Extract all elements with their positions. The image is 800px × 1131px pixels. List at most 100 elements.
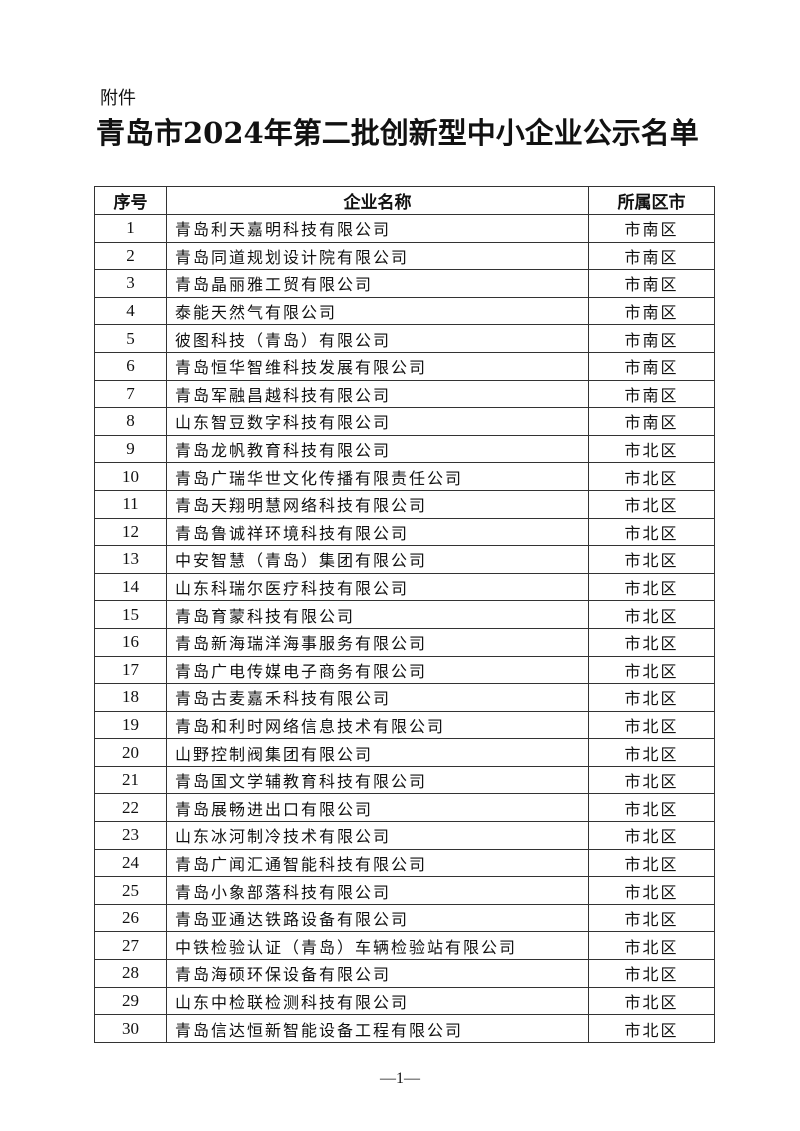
row-index: 8 — [94, 407, 167, 436]
company-name: 青岛和利时网络信息技术有限公司 — [166, 710, 589, 740]
company-name: 青岛晶丽雅工贸有限公司 — [166, 269, 589, 298]
district: 市北区 — [588, 903, 715, 933]
company-name: 青岛育蒙科技有限公司 — [166, 600, 589, 629]
district: 市南区 — [588, 379, 715, 409]
district: 市南区 — [588, 324, 715, 353]
district: 市北区 — [588, 517, 715, 547]
row-index: 22 — [94, 793, 167, 823]
district: 市北区 — [588, 600, 715, 629]
table-row: 11 青岛天翔明慧网络科技有限公司 市北区 — [94, 489, 715, 519]
district: 市北区 — [588, 738, 715, 767]
table-row: 3 青岛晶丽雅工贸有限公司 市南区 — [94, 269, 715, 298]
table-header-row: 序号 企业名称 所属区市 — [94, 186, 715, 215]
company-name: 青岛古麦嘉禾科技有限公司 — [166, 683, 589, 712]
district: 市北区 — [588, 572, 715, 602]
table-row: 20 山野控制阀集团有限公司 市北区 — [94, 738, 715, 767]
table-row: 18 青岛古麦嘉禾科技有限公司 市北区 — [94, 683, 715, 712]
table-row: 9 青岛龙帆教育科技有限公司 市北区 — [94, 434, 715, 464]
row-index: 14 — [94, 572, 167, 602]
table-row: 28 青岛海硕环保设备有限公司 市北区 — [94, 959, 715, 988]
district: 市北区 — [588, 462, 715, 491]
district: 市北区 — [588, 1014, 715, 1043]
row-index: 1 — [94, 214, 167, 243]
company-name: 山东冰河制冷技术有限公司 — [166, 821, 589, 850]
company-name: 青岛展畅进出口有限公司 — [166, 793, 589, 823]
attachment-label: 附件 — [100, 88, 136, 109]
company-name: 青岛同道规划设计院有限公司 — [166, 241, 589, 271]
company-name: 青岛海硕环保设备有限公司 — [166, 959, 589, 988]
header-company-name: 企业名称 — [166, 186, 589, 215]
table-row: 19 青岛和利时网络信息技术有限公司 市北区 — [94, 710, 715, 740]
company-name: 山东智豆数字科技有限公司 — [166, 407, 589, 436]
district: 市北区 — [588, 986, 715, 1016]
company-name: 青岛广瑞华世文化传播有限责任公司 — [166, 462, 589, 491]
company-name: 中安智慧（青岛）集团有限公司 — [166, 545, 589, 574]
district: 市南区 — [588, 269, 715, 298]
district: 市南区 — [588, 214, 715, 243]
district: 市北区 — [588, 627, 715, 657]
row-index: 29 — [94, 986, 167, 1016]
row-index: 9 — [94, 434, 167, 464]
district: 市南区 — [588, 241, 715, 271]
company-name: 中铁检验认证（青岛）车辆检验站有限公司 — [166, 931, 589, 961]
district: 市北区 — [588, 848, 715, 878]
row-index: 17 — [94, 655, 167, 685]
row-index: 27 — [94, 931, 167, 961]
table-row: 21 青岛国文学辅教育科技有限公司 市北区 — [94, 765, 715, 795]
district: 市北区 — [588, 683, 715, 712]
row-index: 25 — [94, 876, 167, 905]
district: 市北区 — [588, 765, 715, 795]
company-name: 青岛广电传媒电子商务有限公司 — [166, 655, 589, 685]
table-row: 24 青岛广闻汇通智能科技有限公司 市北区 — [94, 848, 715, 878]
table-row: 29 山东中检联检测科技有限公司 市北区 — [94, 986, 715, 1016]
header-index: 序号 — [94, 186, 167, 215]
company-name: 山东科瑞尔医疗科技有限公司 — [166, 572, 589, 602]
company-name: 青岛利天嘉明科技有限公司 — [166, 214, 589, 243]
company-list-table: 序号 企业名称 所属区市 1 青岛利天嘉明科技有限公司 市南区 2 青岛同道规划设计院有… — [94, 186, 715, 1043]
row-index: 18 — [94, 683, 167, 712]
table-row: 23 山东冰河制冷技术有限公司 市北区 — [94, 821, 715, 850]
table-row: 5 彼图科技（青岛）有限公司 市南区 — [94, 324, 715, 353]
table-row: 13 中安智慧（青岛）集团有限公司 市北区 — [94, 545, 715, 574]
company-name: 青岛亚通达铁路设备有限公司 — [166, 903, 589, 933]
table-row: 14 山东科瑞尔医疗科技有限公司 市北区 — [94, 572, 715, 602]
row-index: 3 — [94, 269, 167, 298]
header-district: 所属区市 — [588, 186, 715, 215]
row-index: 15 — [94, 600, 167, 629]
row-index: 12 — [94, 517, 167, 547]
company-name: 青岛信达恒新智能设备工程有限公司 — [166, 1014, 589, 1043]
table-row: 1 青岛利天嘉明科技有限公司 市南区 — [94, 214, 715, 243]
district: 市北区 — [588, 545, 715, 574]
district: 市北区 — [588, 821, 715, 850]
table-row: 25 青岛小象部落科技有限公司 市北区 — [94, 876, 715, 905]
row-index: 24 — [94, 848, 167, 878]
table-row: 15 青岛育蒙科技有限公司 市北区 — [94, 600, 715, 629]
district: 市南区 — [588, 351, 715, 381]
district: 市北区 — [588, 793, 715, 823]
row-index: 11 — [94, 489, 167, 519]
row-index: 10 — [94, 462, 167, 491]
table-row: 6 青岛恒华智维科技发展有限公司 市南区 — [94, 351, 715, 381]
table-row: 27 中铁检验认证（青岛）车辆检验站有限公司 市北区 — [94, 931, 715, 961]
row-index: 7 — [94, 379, 167, 409]
row-index: 19 — [94, 710, 167, 740]
table-row: 7 青岛军融昌越科技有限公司 市南区 — [94, 379, 715, 409]
row-index: 13 — [94, 545, 167, 574]
row-index: 30 — [94, 1014, 167, 1043]
table-row: 12 青岛鲁诚祥环境科技有限公司 市北区 — [94, 517, 715, 547]
district: 市北区 — [588, 876, 715, 905]
table-row: 26 青岛亚通达铁路设备有限公司 市北区 — [94, 903, 715, 933]
row-index: 2 — [94, 241, 167, 271]
table-row: 22 青岛展畅进出口有限公司 市北区 — [94, 793, 715, 823]
table-row: 4 泰能天然气有限公司 市南区 — [94, 296, 715, 326]
company-name: 彼图科技（青岛）有限公司 — [166, 324, 589, 353]
company-name: 青岛天翔明慧网络科技有限公司 — [166, 489, 589, 519]
company-name: 青岛军融昌越科技有限公司 — [166, 379, 589, 409]
company-name: 青岛龙帆教育科技有限公司 — [166, 434, 589, 464]
table-row: 17 青岛广电传媒电子商务有限公司 市北区 — [94, 655, 715, 685]
table-row: 16 青岛新海瑞洋海事服务有限公司 市北区 — [94, 627, 715, 657]
company-name: 山野控制阀集团有限公司 — [166, 738, 589, 767]
company-name: 青岛恒华智维科技发展有限公司 — [166, 351, 589, 381]
district: 市南区 — [588, 296, 715, 326]
district: 市北区 — [588, 959, 715, 988]
